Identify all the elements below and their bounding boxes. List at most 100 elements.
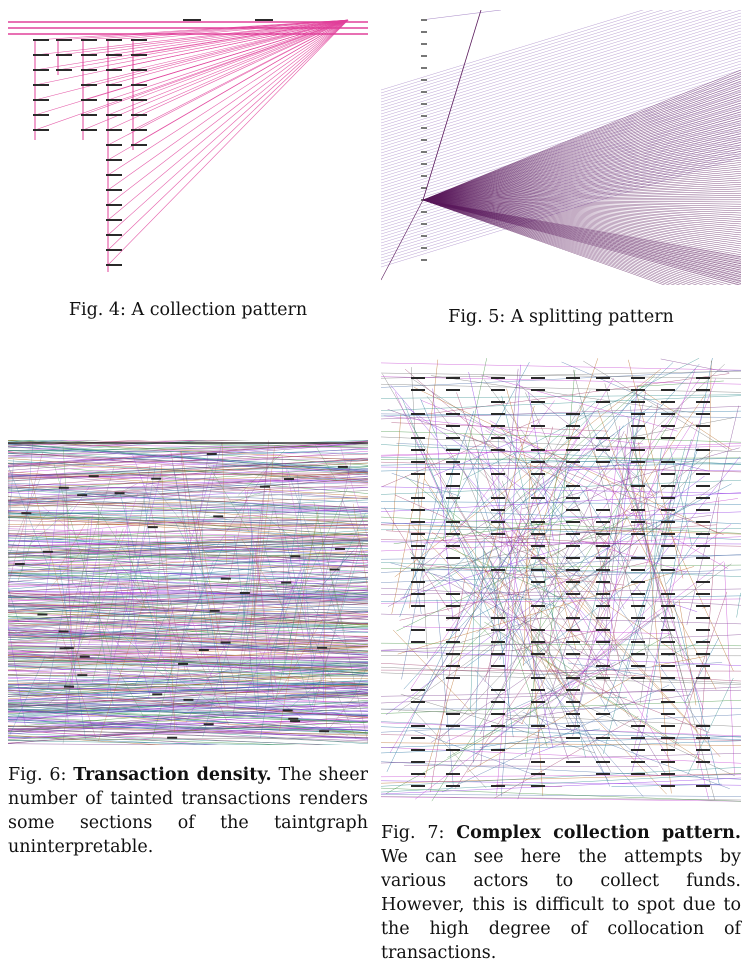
transaction-edge xyxy=(8,478,368,506)
transaction-edge xyxy=(8,451,368,477)
transaction-edge xyxy=(598,720,658,775)
split-edge xyxy=(423,143,741,200)
split-edge xyxy=(423,94,741,200)
transaction-edge xyxy=(381,384,741,392)
background-edge xyxy=(381,49,741,159)
transaction-edge xyxy=(381,643,741,646)
transaction-edge xyxy=(381,667,741,683)
transaction-edge xyxy=(147,577,178,732)
split-edge xyxy=(423,200,741,278)
split-edge xyxy=(423,92,741,200)
split-edge xyxy=(423,200,741,253)
figure-5-graph xyxy=(381,10,741,285)
transaction-edge xyxy=(381,797,741,801)
transaction-edge xyxy=(652,656,705,666)
splitting-pattern-graph xyxy=(381,10,741,285)
transaction-edge xyxy=(8,475,368,482)
background-edge xyxy=(381,10,741,105)
transaction-edge xyxy=(8,452,43,647)
figure-7-caption: Fig. 7: Complex collection pattern. We c… xyxy=(381,821,741,965)
transaction-edge xyxy=(430,579,464,792)
collection-edge xyxy=(108,20,348,100)
figure-5-label: Fig. 5: xyxy=(448,307,505,327)
background-edge xyxy=(381,10,741,120)
transaction-edge xyxy=(381,743,741,746)
figure-5-text: A splitting pattern xyxy=(511,307,674,327)
transaction-edge xyxy=(404,766,658,767)
split-edge xyxy=(423,200,741,269)
transaction-edge xyxy=(323,539,327,727)
transaction-edge xyxy=(490,421,617,495)
split-edge xyxy=(423,200,741,246)
background-edge xyxy=(381,40,741,150)
figure-7-title: Complex collection pattern. xyxy=(456,823,741,843)
transaction-edge xyxy=(526,555,543,796)
figure-7-text: We can see here the attempts by various … xyxy=(381,847,741,963)
figure-6-caption: Fig. 6: Transaction density. The sheer n… xyxy=(8,763,368,859)
background-edge xyxy=(421,10,501,20)
background-edge xyxy=(381,19,741,129)
figure-4-label: Fig. 4: xyxy=(69,300,126,320)
transaction-edge xyxy=(381,371,741,378)
figure-7-graph xyxy=(381,358,741,803)
split-edge xyxy=(423,121,741,200)
split-edge xyxy=(423,200,741,284)
background-edge xyxy=(381,34,741,144)
transaction-edge xyxy=(604,448,698,711)
background-edge xyxy=(381,82,741,192)
background-edge xyxy=(381,64,741,174)
split-edge xyxy=(423,200,741,257)
transaction-edge xyxy=(624,449,709,799)
transaction-edge xyxy=(381,370,741,387)
transaction-edge xyxy=(450,358,487,534)
split-edge xyxy=(423,10,481,200)
figure-6-graph xyxy=(8,440,368,745)
background-edge xyxy=(381,85,741,195)
background-edge xyxy=(381,31,741,141)
figure-7-label: Fig. 7: xyxy=(381,823,444,843)
transaction-edge xyxy=(583,361,727,449)
figure-4-graph xyxy=(8,10,368,280)
split-edge xyxy=(423,200,741,242)
background-edge xyxy=(381,58,741,168)
split-edge xyxy=(423,200,741,270)
transaction-edge xyxy=(687,406,739,625)
transaction-edge xyxy=(412,378,505,439)
figure-4-caption: Fig. 4: A collection pattern xyxy=(8,298,368,322)
transaction-edge xyxy=(433,574,653,690)
transaction-edge xyxy=(381,753,741,763)
transaction-edge xyxy=(688,678,734,775)
transaction-edge xyxy=(8,737,368,745)
transaction-edge xyxy=(381,487,741,494)
transaction-density-graph xyxy=(8,440,368,745)
transaction-edge xyxy=(518,595,582,799)
transaction-edge xyxy=(586,487,620,665)
transaction-edge xyxy=(503,521,721,757)
transaction-edge xyxy=(573,390,646,736)
split-edge xyxy=(423,145,741,200)
transaction-edge xyxy=(410,707,486,788)
background-edge xyxy=(381,43,741,153)
collection-pattern-graph xyxy=(8,10,368,280)
transaction-edge xyxy=(490,393,636,591)
transaction-edge xyxy=(431,376,705,415)
figure-5-caption: Fig. 5: A splitting pattern xyxy=(381,305,741,329)
transaction-edge xyxy=(381,493,741,512)
transaction-edge xyxy=(115,529,117,545)
split-edge xyxy=(423,200,741,276)
figure-4-text: A collection pattern xyxy=(132,300,308,320)
transaction-edge xyxy=(381,650,741,665)
background-edge xyxy=(381,16,741,126)
figure-6-label: Fig. 6: xyxy=(8,765,66,785)
collection-edge xyxy=(108,20,348,175)
transaction-edge xyxy=(674,604,697,612)
collection-edge xyxy=(108,20,348,265)
collection-edge xyxy=(133,20,348,55)
transaction-edge xyxy=(534,662,722,674)
transaction-edge xyxy=(381,747,741,763)
complex-collection-graph xyxy=(381,358,741,803)
transaction-edge xyxy=(433,389,453,621)
transaction-edge xyxy=(683,524,731,560)
split-edge xyxy=(381,200,423,280)
transaction-edge xyxy=(387,550,492,772)
